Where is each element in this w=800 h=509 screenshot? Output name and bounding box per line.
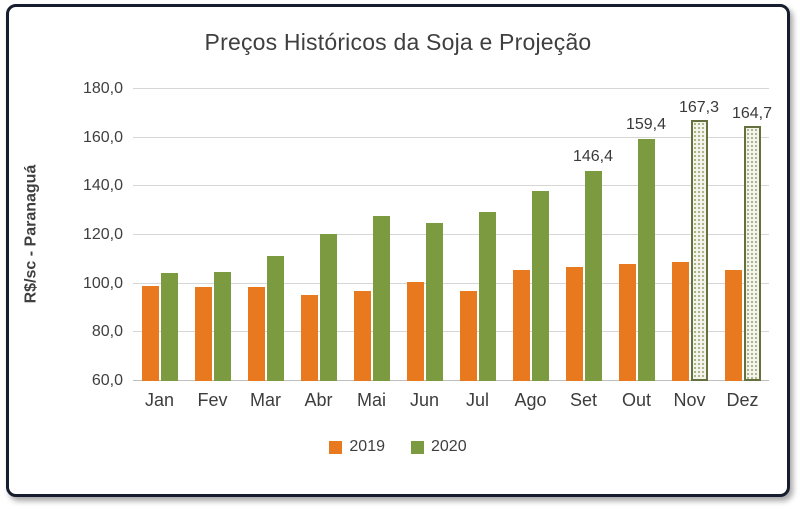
chart-title: Preços Históricos da Soja e Projeção	[204, 29, 592, 55]
bar-group-mai	[345, 89, 398, 381]
bar-group-set: 146,4	[557, 89, 613, 381]
legend-label-2020: 2020	[431, 438, 467, 455]
bar-2020-nov: 167,3	[679, 99, 719, 381]
x-tick-label-dez: Dez	[726, 390, 759, 410]
x-axis: Jan Fev Mar Abr Mai Jun Jul Ago Set Out Nov Dez	[133, 390, 769, 411]
bar-group-abr	[292, 89, 345, 381]
legend-swatch-2019	[329, 440, 343, 454]
x-tick-label-ago: Ago	[514, 390, 547, 410]
legend-item-2019: 2019	[329, 438, 385, 456]
bar-2020-jun	[425, 222, 443, 381]
bar-group-jan	[133, 89, 186, 381]
bar-2020-set: 146,4	[573, 148, 613, 381]
bar-group-jun	[398, 89, 451, 381]
bar-2019-jul	[459, 290, 477, 381]
x-tick-label-mai: Mai	[356, 390, 386, 410]
x-tick-label-set: Set	[569, 390, 598, 410]
bar-group-nov: 167,3	[663, 89, 719, 381]
plot-area: 146,4 159,4 167,3 164,7	[133, 88, 772, 381]
y-axis-title: R$/sc - Paranaguá	[22, 164, 40, 304]
bar-value-label: 164,7	[731, 105, 773, 123]
y-tick-label: 120,0	[82, 226, 123, 243]
bar-group-jul	[451, 89, 504, 381]
x-tick-label-jan: Jan	[144, 390, 175, 410]
legend-swatch-2020	[411, 440, 424, 454]
bar-2020-out: 159,4	[626, 116, 666, 381]
y-axis: 180,0 160,0 140,0 120,0 100,0 80,0 60,0	[45, 80, 123, 389]
gridline	[133, 380, 769, 381]
bar-value-label: 159,4	[625, 116, 667, 134]
x-tick-label-jun: Jun	[409, 390, 440, 410]
x-tick-label-abr: Abr	[304, 390, 333, 410]
bar-2020-dez: 164,7	[732, 105, 772, 381]
bar-2019-jan	[141, 286, 159, 381]
y-tick-label: 180,0	[82, 80, 123, 97]
y-tick-label: 140,0	[82, 177, 123, 195]
bar-value-label: 167,3	[678, 98, 720, 116]
legend: 2019 2020	[9, 438, 787, 456]
chart-container: Preços Históricos da Soja e Projeção R$/…	[6, 4, 790, 497]
y-axis-title-wrap: R$/sc - Paranaguá	[17, 87, 45, 381]
bar-2020-mar	[266, 255, 284, 381]
bar-groups: 146,4 159,4 167,3 164,7	[133, 89, 772, 381]
bar-2019-dez	[724, 270, 742, 381]
y-tick-label: 60,0	[91, 372, 123, 389]
x-tick-label-out: Out	[621, 390, 651, 410]
bar-2020-jul	[478, 211, 496, 381]
bar-2019-mai	[353, 290, 371, 381]
x-tick-label-mar: Mar	[250, 390, 281, 410]
bar-2019-fev	[194, 287, 212, 381]
gridline	[133, 88, 769, 89]
bar-group-ago	[504, 89, 557, 381]
legend-label-2019: 2019	[349, 438, 385, 455]
x-tick-label-jul: Jul	[465, 390, 489, 410]
bar-group-fev	[186, 89, 239, 381]
bar-group-dez: 164,7	[716, 89, 772, 381]
bar-value-label: 146,4	[572, 147, 614, 165]
bar-group-out: 159,4	[610, 89, 666, 381]
bar-2020-fev	[213, 271, 231, 381]
y-tick-label: 80,0	[91, 323, 123, 341]
bar-2019-jun	[406, 282, 424, 381]
gridline	[133, 136, 769, 138]
bar-group-mar	[239, 89, 292, 381]
x-tick-label-fev: Fev	[197, 390, 228, 410]
bar-2019-set	[565, 266, 583, 381]
legend-item-2020: 2020	[411, 438, 467, 456]
bar-2019-ago	[512, 270, 530, 381]
y-tick-label: 100,0	[82, 274, 123, 292]
bar-2019-out	[618, 264, 636, 381]
bar-2020-mai	[372, 215, 390, 381]
bar-2019-mar	[247, 287, 265, 381]
gridline	[133, 331, 769, 333]
gridline	[133, 234, 769, 235]
bar-2020-ago	[531, 191, 549, 381]
bar-2019-nov	[671, 261, 689, 381]
bar-2020-jan	[160, 272, 178, 381]
x-tick-label-nov: Nov	[673, 390, 706, 410]
gridline	[133, 282, 769, 284]
bar-2019-abr	[300, 294, 318, 381]
bar-2020-abr	[319, 233, 337, 381]
gridline	[133, 185, 769, 187]
y-tick-label: 160,0	[82, 128, 123, 146]
